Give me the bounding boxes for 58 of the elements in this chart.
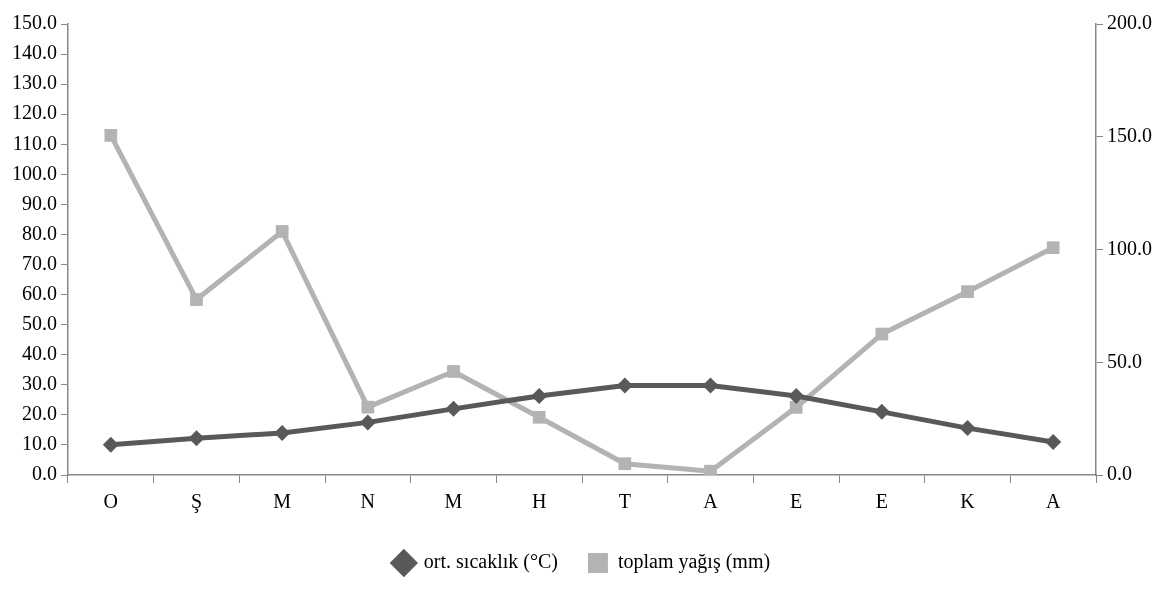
point [873, 403, 890, 420]
y-tick-label: 150.0 [12, 11, 57, 34]
point [102, 436, 119, 453]
x-tick-label: H [531, 490, 547, 513]
x-tick-label: E [790, 490, 803, 513]
y-tick-label: 70.0 [22, 251, 57, 274]
y-tick-label: 20.0 [22, 402, 57, 425]
point [361, 400, 375, 414]
point [531, 387, 548, 404]
point [616, 377, 633, 394]
point [188, 430, 205, 447]
point [104, 129, 118, 142]
y-tick-label: 0.0 [32, 462, 57, 485]
x-tick-label: O [103, 490, 119, 513]
x-tick-label: A [703, 490, 719, 513]
x-tick-label: M [273, 490, 292, 513]
point [1046, 241, 1060, 255]
x-tick-label: K [960, 490, 976, 513]
point [961, 285, 974, 299]
point [445, 400, 462, 417]
y-tick-label: 60.0 [22, 281, 57, 304]
y-tick-label: 30.0 [22, 372, 57, 395]
point [789, 400, 803, 414]
point [875, 327, 889, 341]
y-tick-label: 10.0 [22, 432, 57, 455]
point [788, 387, 805, 404]
point [275, 225, 289, 238]
point [704, 464, 717, 475]
point [532, 410, 546, 424]
x-tick-label: E [875, 490, 888, 513]
y2-tick-label: 200.0 [1107, 11, 1152, 34]
point [190, 293, 203, 306]
y-tick-label: 80.0 [22, 221, 57, 244]
point [959, 420, 976, 437]
y2-tick-label: 150.0 [1107, 124, 1152, 146]
legend-label: ort. sıcaklık (°C) [423, 550, 558, 574]
point [447, 365, 460, 378]
point [1045, 433, 1062, 450]
x-tick-label: A [1045, 490, 1061, 513]
point [618, 457, 632, 471]
x-tick-label: T [618, 490, 631, 513]
point [274, 424, 291, 441]
y2-tick-label: 100.0 [1107, 236, 1152, 259]
point [359, 414, 376, 431]
y-tick-label: 40.0 [22, 341, 57, 364]
y2-tick-label: 50.0 [1107, 349, 1142, 372]
y-tick-label: 120.0 [12, 101, 57, 124]
y-tick-label: 100.0 [12, 161, 57, 184]
legend-label: toplam yağış (mm) [617, 550, 771, 574]
y-tick-label: 90.0 [22, 191, 57, 214]
x-tick-label: M [444, 490, 463, 513]
y-tick-label: 140.0 [12, 41, 57, 64]
x-tick-label: Ş [190, 490, 203, 514]
y-tick-label: 130.0 [12, 71, 57, 94]
y-tick-label: 110.0 [12, 131, 57, 154]
x-tick-label: N [360, 490, 376, 513]
y2-tick-label: 0.0 [1107, 462, 1132, 485]
y-tick-label: 50.0 [22, 311, 57, 334]
